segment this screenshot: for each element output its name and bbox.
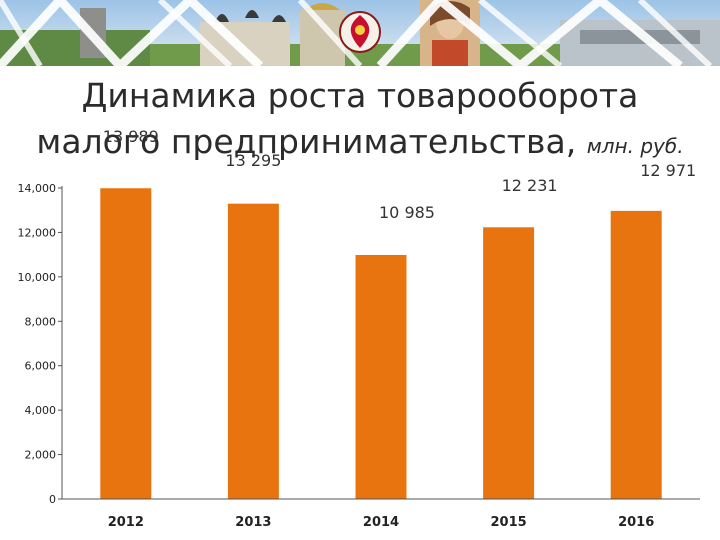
y-tick-label: 14,000 bbox=[18, 182, 57, 195]
y-tick-label: 10,000 bbox=[18, 271, 57, 284]
data-label: 12 971 bbox=[640, 161, 696, 180]
title-line2-text: малого предпринимательства, bbox=[36, 122, 577, 161]
bar bbox=[100, 188, 152, 499]
bar bbox=[355, 254, 407, 499]
x-tick-label: 2014 bbox=[363, 515, 399, 530]
bar bbox=[227, 203, 279, 499]
data-label: 10 985 bbox=[379, 203, 435, 222]
y-tick-label: 0 bbox=[49, 493, 56, 506]
y-tick-label: 2,000 bbox=[25, 449, 57, 462]
x-tick-label: 2016 bbox=[618, 515, 654, 530]
data-label: 12 231 bbox=[502, 176, 558, 195]
page-title: Динамика роста товарооборота bbox=[81, 76, 639, 115]
y-tick-label: 6,000 bbox=[25, 360, 57, 373]
page-title-line2: малого предпринимательства, млн. руб. bbox=[0, 122, 720, 161]
banner-collage-image bbox=[0, 0, 720, 66]
x-tick-label: 2012 bbox=[108, 515, 144, 530]
y-tick-label: 4,000 bbox=[25, 404, 57, 417]
data-label: 13 989 bbox=[103, 127, 159, 146]
title-unit: млн. руб. bbox=[586, 134, 684, 158]
emblem-icon bbox=[339, 11, 381, 53]
bar bbox=[483, 227, 535, 500]
y-tick-label: 12,000 bbox=[18, 226, 57, 239]
header-banner bbox=[0, 0, 720, 66]
x-tick-label: 2015 bbox=[491, 515, 527, 530]
data-label: 13 295 bbox=[225, 151, 281, 170]
y-tick-label: 8,000 bbox=[25, 315, 57, 328]
x-tick-label: 2013 bbox=[235, 515, 271, 530]
bar bbox=[610, 210, 662, 499]
